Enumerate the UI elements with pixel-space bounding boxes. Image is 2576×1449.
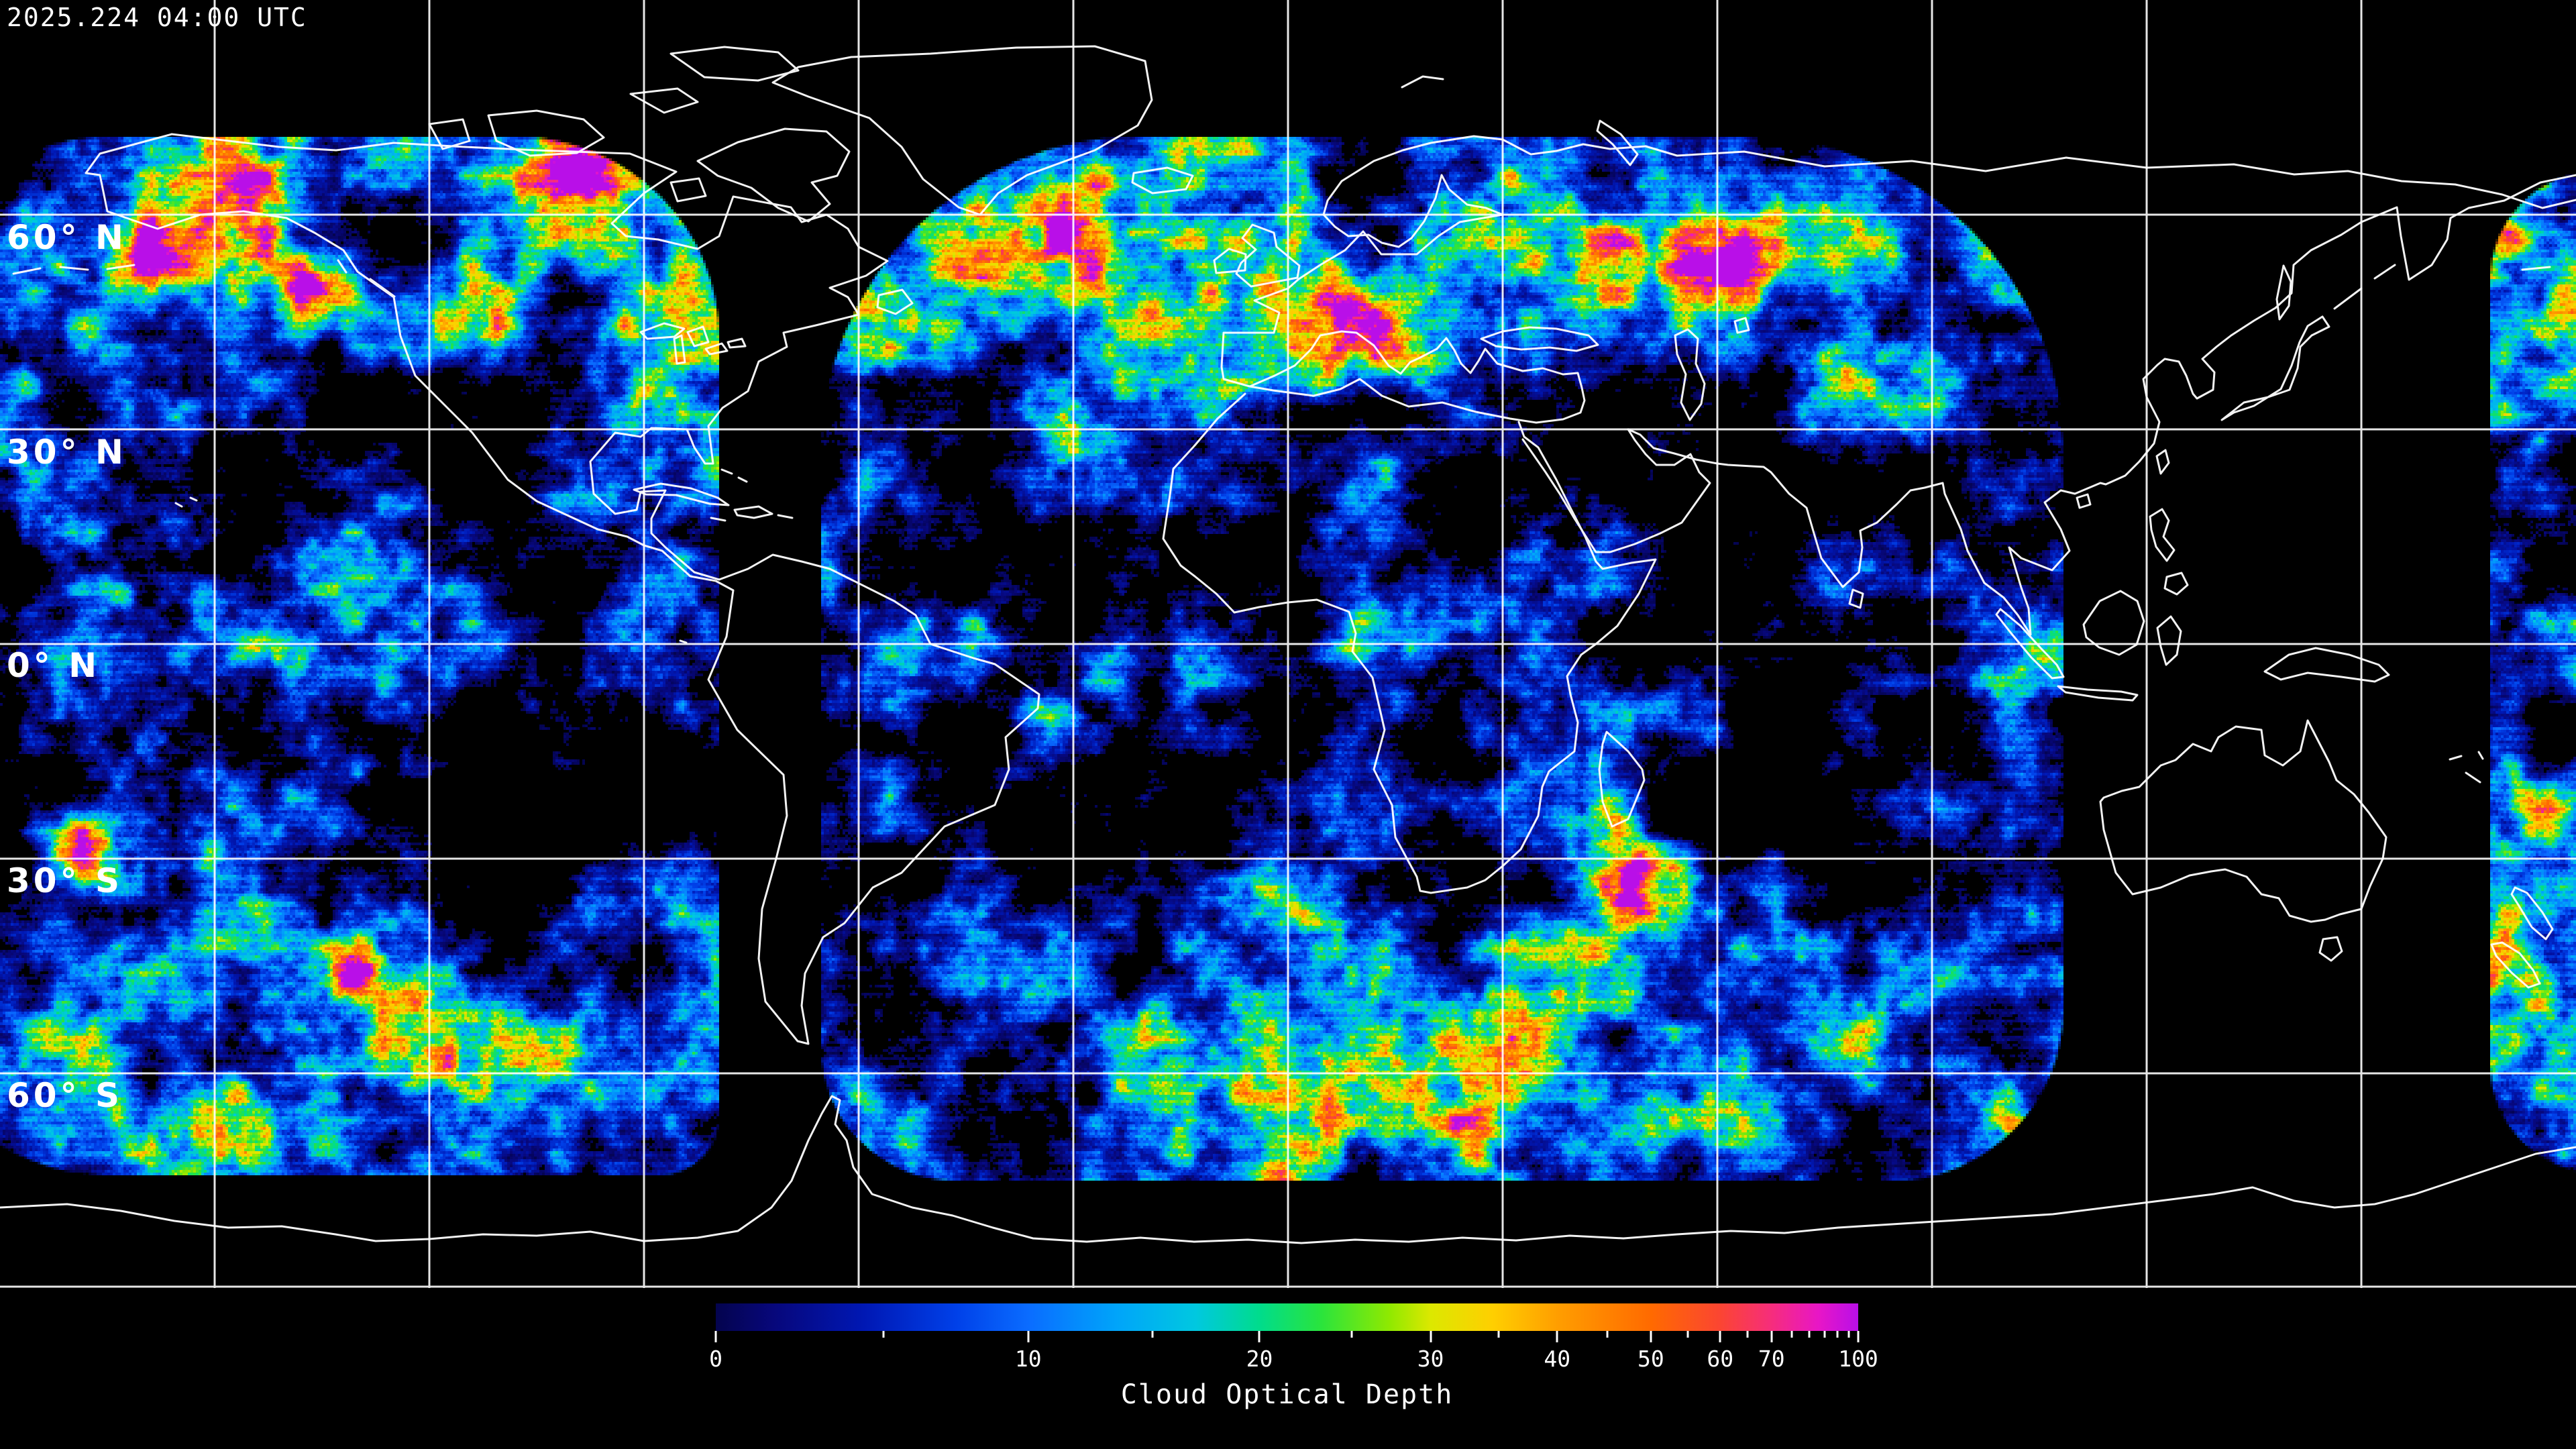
latitude-label: 30° S xyxy=(7,861,123,900)
colorbar-tick-label: 0 xyxy=(709,1346,722,1372)
coast-great-lakes xyxy=(639,322,747,365)
colorbar-minor-tick xyxy=(1746,1331,1749,1338)
colorbar-minor-tick xyxy=(1497,1331,1500,1338)
colorbar-minor-tick xyxy=(1350,1331,1353,1338)
coastlines xyxy=(0,45,2576,1244)
timestamp: 2025.224 04:00 UTC xyxy=(7,3,307,32)
colorbar-minor-tick xyxy=(882,1331,885,1338)
colorbar-minor-tick xyxy=(1836,1331,1839,1338)
colorbar-minor-tick xyxy=(1686,1331,1689,1338)
coast-iceland xyxy=(1131,166,1194,195)
coast-mediterranean xyxy=(1248,330,1586,424)
coastline-grid-overlay xyxy=(0,0,2576,1288)
colorbar-tick-label: 100 xyxy=(1838,1346,1878,1372)
colorbar-tick-label: 40 xyxy=(1544,1346,1571,1372)
colorbar-tick-label: 30 xyxy=(1417,1346,1444,1372)
colorbar-minor-tick xyxy=(1790,1331,1793,1338)
colorbar-minor-tick xyxy=(1606,1331,1609,1338)
colorbar-tick-label: 20 xyxy=(1246,1346,1273,1372)
coast-new-zealand xyxy=(2449,751,2554,989)
colorbar-minor-tick xyxy=(1808,1331,1811,1338)
colorbar-minor-tick xyxy=(1151,1331,1154,1338)
colorbar-title: Cloud Optical Depth xyxy=(1120,1379,1454,1410)
graticule xyxy=(0,0,2576,1288)
colorbar-major-tick xyxy=(714,1331,717,1342)
coast-australia xyxy=(2099,719,2387,962)
colorbar-minor-tick xyxy=(1823,1331,1826,1338)
colorbar-tick-label: 10 xyxy=(1014,1346,1042,1372)
colorbar-major-tick xyxy=(1556,1331,1558,1342)
coast-madagascar xyxy=(1598,731,1646,828)
coast-east-asia-islands xyxy=(1848,449,2189,609)
latitude-label: 30° N xyxy=(7,433,127,472)
colorbar-tick-label: 50 xyxy=(1638,1346,1664,1372)
latitude-label: 0° N xyxy=(7,646,101,685)
coast-japan xyxy=(2220,264,2396,421)
colorbar-major-tick xyxy=(1770,1331,1773,1342)
coast-british-isles xyxy=(1213,223,1301,288)
latitude-label: 60° S xyxy=(7,1076,123,1115)
coast-black-sea xyxy=(1480,326,1599,352)
coast-south-asia xyxy=(1627,174,2576,636)
colorbar-major-tick xyxy=(1258,1331,1260,1342)
coast-baltic-scandinavia-siberia xyxy=(1322,135,2576,256)
latitude-label: 60° N xyxy=(7,218,127,257)
colorbar-ticks: 0 10 20 30 40 50 60 70 100 xyxy=(709,1331,1878,1411)
colorbar-tick-label: 60 xyxy=(1707,1346,1734,1372)
coast-caspian-aral xyxy=(1674,317,1750,421)
coast-arabia xyxy=(1521,428,1711,553)
coast-indonesia xyxy=(1995,590,2390,702)
colorbar-major-tick xyxy=(1650,1331,1652,1342)
colorbar-major-tick xyxy=(1027,1331,1030,1342)
colorbar-tick-label: 70 xyxy=(1758,1346,1785,1372)
coast-americas xyxy=(85,133,1040,1045)
colorbar-major-tick xyxy=(1857,1331,1860,1342)
coast-africa xyxy=(1162,392,1657,894)
coast-pacific-islands xyxy=(12,259,2551,508)
coast-antarctica xyxy=(0,1095,2576,1244)
colorbar-gradient xyxy=(716,1303,1858,1331)
coast-europe-west xyxy=(1220,230,1364,388)
coast-caribbean xyxy=(633,468,794,644)
colorbar-major-tick xyxy=(1430,1331,1432,1342)
coast-arctic-russia-islands xyxy=(1401,75,1639,166)
colorbar-major-tick xyxy=(1719,1331,1721,1342)
coast-greenland xyxy=(771,45,1153,216)
colorbar-minor-tick xyxy=(1847,1331,1850,1338)
coast-arctic-islands xyxy=(428,46,914,315)
